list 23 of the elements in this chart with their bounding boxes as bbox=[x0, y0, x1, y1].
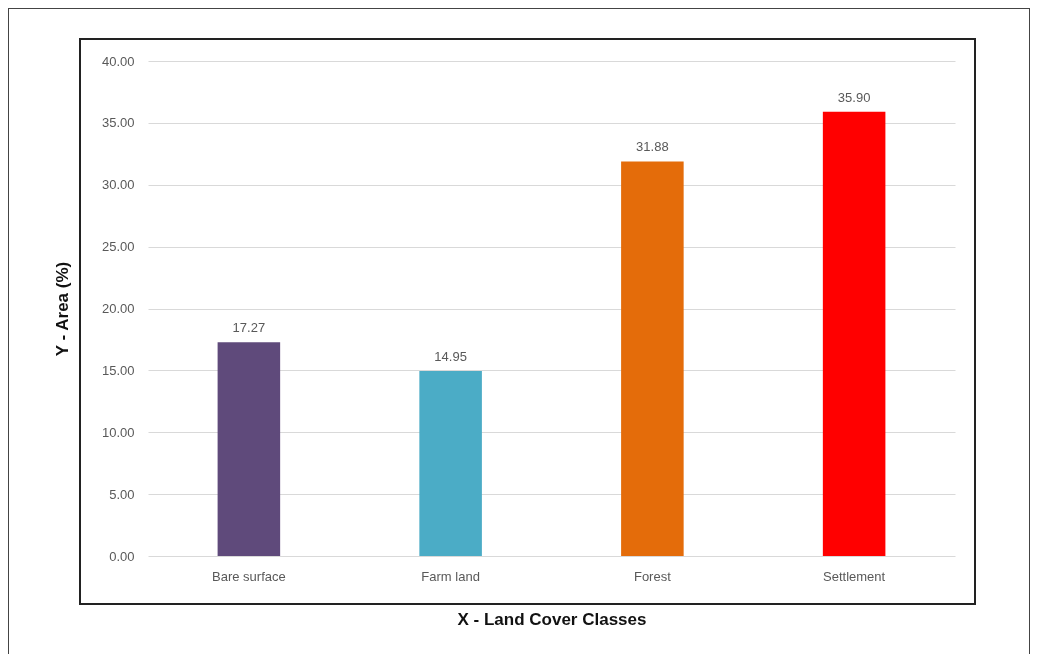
y-tick-label: 25.00 bbox=[101, 239, 135, 255]
y-axis-title: Y - Area (%) bbox=[52, 261, 72, 357]
bar bbox=[822, 111, 886, 556]
x-tick-label: Settlement bbox=[823, 568, 886, 584]
y-tick-label: 40.00 bbox=[101, 53, 135, 69]
y-tick-label: 10.00 bbox=[101, 424, 135, 440]
y-tick-label: 15.00 bbox=[101, 362, 135, 378]
x-tick-label: Bare surface bbox=[212, 568, 286, 584]
y-tick-label: 30.00 bbox=[101, 177, 135, 193]
y-tick-label: 20.00 bbox=[101, 301, 135, 316]
y-tick-label: 0.00 bbox=[109, 548, 135, 564]
data-label: 31.88 bbox=[636, 139, 669, 155]
data-label: 17.27 bbox=[232, 320, 266, 336]
y-tick-label: 5.00 bbox=[109, 486, 135, 502]
x-tick-label: Farm land bbox=[421, 568, 480, 584]
data-label: 14.95 bbox=[434, 348, 467, 364]
data-label: 35.90 bbox=[837, 89, 871, 105]
bar bbox=[217, 342, 281, 556]
bar bbox=[621, 161, 684, 556]
bar bbox=[419, 370, 482, 556]
y-tick-label: 35.00 bbox=[101, 115, 135, 131]
x-axis-title: X - Land Cover Classes bbox=[457, 609, 647, 629]
x-tick-label: Forest bbox=[633, 568, 672, 584]
